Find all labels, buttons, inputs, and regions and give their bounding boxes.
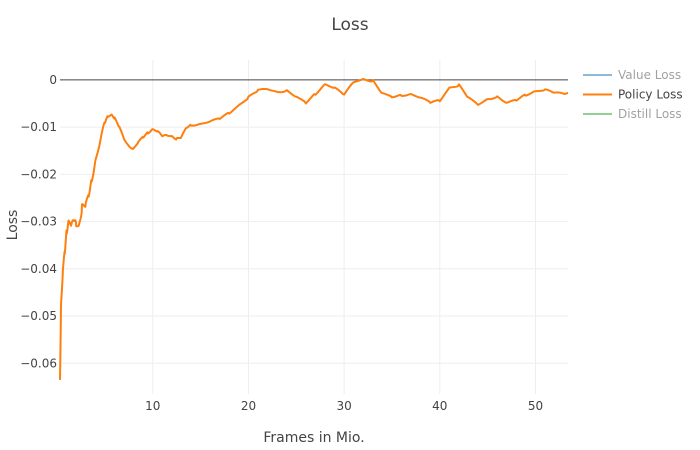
legend-label: Policy Loss <box>618 88 683 102</box>
y-tick-label: −0.04 <box>20 262 57 276</box>
ticks-layer: 10 20 30 40 50 0 −0.01 −0.02 −0.03 −0.04 −0.05 −0.0… <box>20 73 543 413</box>
x-tick-label: 10 <box>145 399 160 413</box>
x-tick-label: 30 <box>336 399 351 413</box>
y-tick-label: −0.05 <box>20 309 57 323</box>
series-layer <box>59 77 569 380</box>
policy-loss-series-line <box>59 77 569 380</box>
legend-item-value-loss[interactable]: Value Loss <box>583 68 681 82</box>
chart-title: Loss <box>331 15 368 35</box>
y-tick-label: 0 <box>49 73 57 87</box>
legend-label: Distill Loss <box>618 107 682 121</box>
x-tick-label: 50 <box>528 399 543 413</box>
x-tick-label: 20 <box>241 399 256 413</box>
legend-item-distill-loss[interactable]: Distill Loss <box>583 107 682 121</box>
x-axis-title: Frames in Mio. <box>263 430 364 446</box>
y-tick-label: −0.02 <box>20 167 57 181</box>
y-tick-label: −0.06 <box>20 356 57 370</box>
legend-item-policy-loss[interactable]: Policy Loss <box>583 88 683 102</box>
legend-label: Value Loss <box>618 68 681 82</box>
x-tick-label: 40 <box>432 399 447 413</box>
y-axis-title: Loss <box>5 210 21 241</box>
y-tick-label: −0.01 <box>20 120 57 134</box>
legend: Value Loss Policy Loss Distill Loss <box>583 68 683 121</box>
y-tick-label: −0.03 <box>20 215 57 229</box>
grid-layer <box>60 60 568 394</box>
